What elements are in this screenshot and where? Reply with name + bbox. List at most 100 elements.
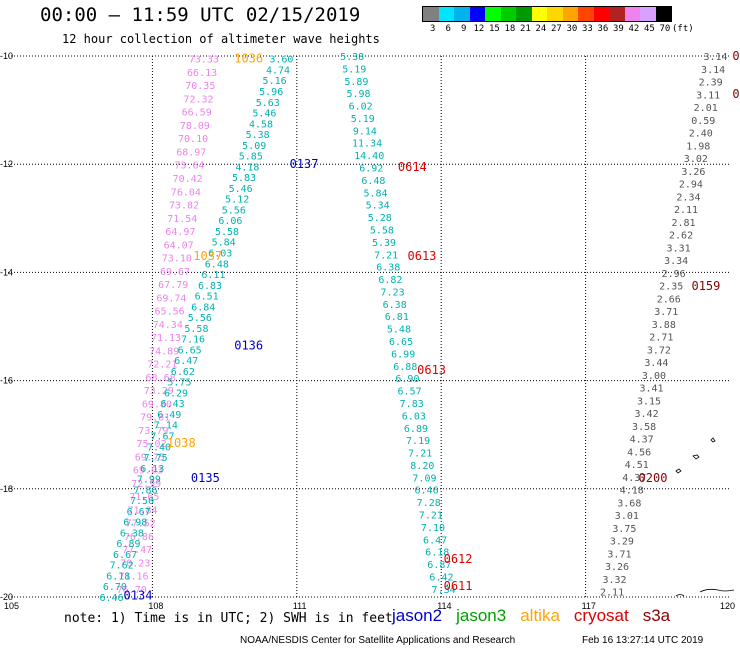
pass-time-label: 0614 bbox=[398, 160, 427, 174]
wave-height-label: 5.12 bbox=[225, 195, 249, 206]
wave-height-label: 5.16 bbox=[263, 76, 287, 87]
wave-height-label: 3.15 bbox=[637, 396, 661, 407]
wave-height-label: 6.81 bbox=[385, 312, 409, 323]
legend-label: 24 bbox=[535, 24, 547, 34]
legend-swatches bbox=[422, 6, 672, 22]
wave-height-label: 3.31 bbox=[667, 243, 691, 254]
wave-height-label: 6.38 bbox=[120, 528, 144, 539]
wave-height-label: 66.13 bbox=[187, 68, 217, 79]
pass-time-label: 0613 bbox=[417, 363, 446, 377]
wave-height-label: 6.65 bbox=[178, 345, 202, 356]
wave-height-label: 71.13 bbox=[151, 333, 181, 344]
wave-height-label: 6.48 bbox=[205, 259, 229, 270]
legend-swatch bbox=[531, 7, 547, 21]
pass-time-label: 0159 bbox=[691, 279, 720, 293]
island-shape bbox=[699, 588, 735, 593]
y-tick-label: -12 bbox=[0, 159, 13, 169]
wave-height-label: 79.81 bbox=[140, 413, 170, 424]
wave-height-label: 5.28 bbox=[368, 213, 392, 224]
wave-height-label: 5.89 bbox=[344, 77, 368, 88]
wave-height-label: 73.10 bbox=[162, 254, 192, 265]
wave-height-label: 11.34 bbox=[352, 139, 382, 150]
wave-height-label: 71.65 bbox=[129, 492, 159, 503]
wave-height-label: 5.56 bbox=[222, 205, 246, 216]
legend-swatch bbox=[516, 7, 532, 21]
wave-height-label: 6.46 bbox=[415, 486, 439, 497]
wave-height-label: 6.87 bbox=[427, 560, 451, 571]
wave-height-label: 4.37 bbox=[622, 473, 646, 484]
wave-height-label: 6.83 bbox=[198, 281, 222, 292]
wave-height-label: 6.47 bbox=[423, 535, 447, 546]
wave-height-label: 6.88 bbox=[393, 362, 417, 373]
wave-height-label: 6.13 bbox=[140, 464, 164, 475]
legend-swatch bbox=[640, 7, 656, 21]
wave-height-label: 66.59 bbox=[182, 108, 212, 119]
legend-swatch bbox=[655, 7, 671, 21]
wave-height-label: 3.01 bbox=[615, 511, 639, 522]
legend-swatch bbox=[578, 7, 594, 21]
wave-height-label: 6.92 bbox=[359, 164, 383, 175]
legend-label: 18 bbox=[504, 24, 516, 34]
wave-height-label: 70.35 bbox=[185, 81, 215, 92]
wave-height-label: 6.70 bbox=[103, 582, 127, 593]
wave-height-label: 6.99 bbox=[391, 349, 415, 360]
legend-swatch bbox=[562, 7, 578, 21]
wave-height-label: 77.52 bbox=[126, 519, 156, 530]
wave-height-label: 2.01 bbox=[694, 103, 718, 114]
wave-height-label: 3.88 bbox=[652, 320, 676, 331]
wave-height-label: 9.14 bbox=[353, 126, 377, 137]
wave-height-label: 68.68 bbox=[146, 373, 176, 384]
legend-label: 42 bbox=[628, 24, 640, 34]
wave-height-label: 5.75 bbox=[167, 378, 191, 389]
wave-height-label: 4.37 bbox=[630, 435, 654, 446]
axis-labels: 105 108 111 114 117 120 -10 -12 -14 -16 -18 -20 bbox=[0, 51, 735, 611]
wave-height-label: 2.81 bbox=[671, 218, 695, 229]
footer-credit: NOAA/NESDIS Center for Satellite Applica… bbox=[240, 635, 516, 646]
wave-height-label: 7.21 bbox=[408, 449, 432, 460]
legend-label: 70 bbox=[659, 24, 671, 34]
wave-height-label: 73.33 bbox=[189, 55, 219, 66]
wave-height-label: 7.50 bbox=[130, 496, 154, 507]
wave-height-label: 68.97 bbox=[176, 147, 206, 158]
pass-time-label: 0200 bbox=[639, 471, 668, 485]
wave-height-label: 5.19 bbox=[351, 114, 375, 125]
legend-swatch bbox=[469, 7, 485, 21]
y-tick-label: -18 bbox=[0, 484, 13, 494]
pass-time-label: 0137 bbox=[290, 157, 319, 171]
wave-height-label: 3.34 bbox=[664, 256, 688, 267]
wave-height-label: 70.42 bbox=[173, 174, 203, 185]
wave-height-label: 6.65 bbox=[389, 337, 413, 348]
wave-height-label: 3.14 bbox=[701, 65, 725, 76]
wave-height-label: 5.48 bbox=[387, 325, 411, 336]
wave-height-label: 71.16 bbox=[118, 572, 148, 583]
wave-height-label: 6.89 bbox=[404, 424, 428, 435]
wave-height-label: 7.19 bbox=[406, 436, 430, 447]
wave-height-label: 7.34 bbox=[432, 585, 456, 596]
wave-height-label: 6.49 bbox=[157, 410, 181, 421]
legend-label: 6 bbox=[445, 24, 451, 34]
satellite-name-cryosat: cryosat bbox=[573, 606, 629, 625]
wave-height-label: 7.21 bbox=[419, 511, 443, 522]
wave-height-label: 5.84 bbox=[364, 188, 388, 199]
y-tick-label: -10 bbox=[0, 51, 13, 61]
legend-swatch bbox=[547, 7, 563, 21]
wave-height-label: 5.58 bbox=[370, 225, 394, 236]
wave-height-label: 14.40 bbox=[354, 151, 384, 162]
wave-height-label: 65.56 bbox=[155, 307, 185, 318]
pass-time-label: 0135 bbox=[191, 471, 220, 485]
wave-height-label: 2.62 bbox=[669, 231, 693, 242]
wave-height-label: 5.19 bbox=[342, 64, 366, 75]
map-title: 00:00 – 11:59 UTC 02/15/2019 bbox=[40, 4, 361, 26]
x-tick-label: 108 bbox=[148, 601, 163, 611]
legend-label: 36 bbox=[597, 24, 609, 34]
legend-swatch bbox=[423, 7, 439, 21]
wave-height-label: 73.82 bbox=[169, 201, 199, 212]
wave-height-label: 5.98 bbox=[346, 89, 370, 100]
wave-height-label: 5.39 bbox=[372, 238, 396, 249]
wave-height-label: 3.41 bbox=[639, 384, 663, 395]
wave-height-label: 73.64 bbox=[174, 161, 204, 172]
wave-height-label: 3.60 bbox=[269, 55, 293, 66]
x-tick-label: 111 bbox=[293, 601, 307, 611]
x-tick-label: 114 bbox=[437, 601, 451, 611]
footer-timestamp: Feb 16 13:27:14 UTC 2019 bbox=[582, 635, 704, 646]
